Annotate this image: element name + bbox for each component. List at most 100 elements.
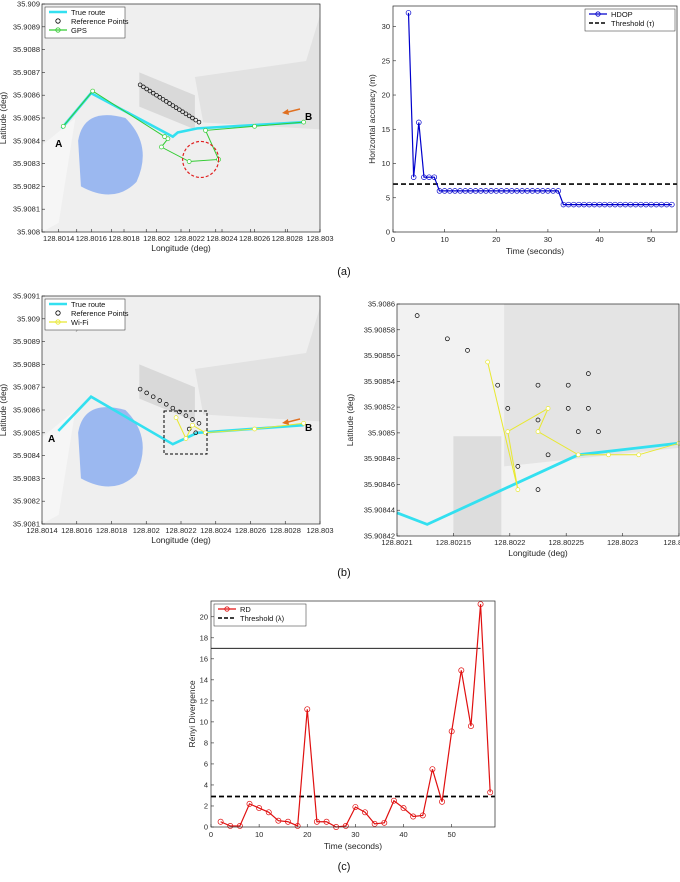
panel-c-rd-xtick-label: 40	[399, 830, 407, 839]
panel-a-map-xtick-label: 128.8016	[76, 234, 107, 243]
panel-a-hdop-ytick-label: 5	[386, 193, 390, 202]
panel-a-map-ytick-label: 35.9082	[13, 182, 40, 191]
panel-a-map: AB128.8014 128.8016 128.8018 128.802 128.802…	[0, 0, 334, 253]
panel-a-hdop-ytick-label: 30	[382, 22, 390, 31]
wifi-point	[174, 416, 178, 420]
panel-b-map-xtick-label: 128.8026	[235, 526, 266, 535]
panel-a-map-xlabel: Longitude (deg)	[151, 243, 211, 253]
panel-a-hdop-ylabel: Horizontal accuracy (m)	[367, 74, 377, 164]
panel-b-zoom-ytick-label: 35.9086	[368, 300, 395, 309]
panel-b-zoom: 128.8021 128.80215 128.8022 128.80225 128.80…	[345, 300, 680, 559]
panel-c-rd-ytick-label: 10	[200, 717, 208, 726]
panel-c-rd-legend-label: Threshold (λ)	[240, 614, 285, 623]
panel-b-map-ytick-label: 35.9082	[13, 497, 40, 506]
panel-b-zoom-xtick-label: 128.8023	[663, 538, 680, 547]
panel-a-map-ylabel: Latitude (deg)	[0, 92, 8, 145]
panel-c-rd-ytick-label: 16	[200, 654, 208, 663]
gps-point	[253, 124, 257, 128]
panel-b-map-ytick-label: 35.9088	[13, 360, 40, 369]
panel-b-zoom-ytick-label: 35.90852	[364, 403, 395, 412]
gps-point	[159, 145, 163, 149]
panel-c-rd-ytick-label: 8	[204, 738, 208, 747]
panel-b-map-ylabel: Latitude (deg)	[0, 384, 8, 437]
panel-b-zoom-xlabel: Longitude (deg)	[508, 548, 568, 558]
panel-b-zoom-ytick-label: 35.90856	[364, 351, 395, 360]
panel-c-rd-xtick-label: 20	[303, 830, 311, 839]
panel-c-rd-ytick-label: 6	[204, 759, 208, 768]
panel-c-rd-xlabel: Time (seconds)	[324, 841, 382, 851]
panel-c-rd-ytick-label: 18	[200, 633, 208, 642]
panel-a-hdop-legend-label: Threshold (τ)	[611, 19, 655, 28]
panel-a-hdop-legend-label: HDOP	[611, 10, 633, 19]
panel-b-map-legend-label: Reference Points	[71, 309, 129, 318]
wifi-point	[486, 360, 490, 364]
panel-b-map-ytick-label: 35.9086	[13, 406, 40, 415]
panel-a-map-ytick-label: 35.9089	[13, 22, 40, 31]
panel-a-map-lake-icon	[78, 115, 143, 194]
wifi-point	[506, 430, 510, 434]
panel-a-hdop-xtick-label: 10	[440, 235, 448, 244]
zoom-building	[504, 304, 679, 466]
panel-c-rd-ytick-label: 14	[200, 675, 208, 684]
panel-b-map-xtick-label: 128.8016	[61, 526, 92, 535]
panel-a-map-xtick-label: 128.8014	[43, 234, 74, 243]
panel-c-rd-xtick-label: 50	[448, 830, 456, 839]
panel-b-map-ytick-label: 35.9087	[13, 383, 40, 392]
point-b-label: B	[305, 423, 312, 434]
panel-a-hdop-xtick-label: 40	[595, 235, 603, 244]
panel-b-map-legend-label: True route	[71, 300, 105, 309]
gps-point	[204, 128, 208, 132]
panel-c-rd: 0 10 20 30 40 5002468101214161820Time (second…	[187, 601, 495, 851]
panel-b-map-ytick-label: 35.909	[17, 314, 40, 323]
gps-point	[166, 137, 170, 141]
panel-a-hdop-xtick-label: 20	[492, 235, 500, 244]
panel-c-rd-ytick-label: 12	[200, 696, 208, 705]
panel-a-map-xtick-label: 128.8026	[239, 234, 270, 243]
panel-a-map-legend-label: GPS	[71, 26, 87, 35]
caption-a: (a)	[337, 266, 350, 278]
panel-a-map-ytick-label: 35.9084	[13, 136, 40, 145]
panel-c-rd-ytick-label: 20	[200, 612, 208, 621]
panel-a-map-xtick-label: 128.803	[306, 234, 333, 243]
panel-a-hdop-ytick-label: 15	[382, 125, 390, 134]
gps-point	[61, 124, 65, 128]
panel-b-map-xtick-label: 128.8022	[165, 526, 196, 535]
panel-b-map-legend-label: Wi-Fi	[71, 318, 89, 327]
wifi-point	[190, 423, 194, 427]
figure-canvas: AB128.8014 128.8016 128.8018 128.802 128.802…	[0, 0, 680, 882]
panel-a-map-legend-label: Reference Points	[71, 17, 129, 26]
panel-b-map-xtick-label: 128.803	[306, 526, 333, 535]
panel-a-map-ytick-label: 35.9087	[13, 68, 40, 77]
panel-a-hdop-ytick-label: 25	[382, 56, 390, 65]
panel-a-hdop-bg	[393, 6, 677, 232]
panel-b-zoom-xtick-label: 128.8023	[607, 538, 638, 547]
panel-b-map-ytick-label: 35.9089	[13, 337, 40, 346]
panel-b-zoom-ytick-label: 35.90854	[364, 377, 395, 386]
panel-a-map-ytick-label: 35.9088	[13, 45, 40, 54]
wifi-point	[253, 427, 257, 431]
panel-a-map-xtick-label: 128.8024	[206, 234, 237, 243]
panel-b-zoom-ytick-label: 35.9085	[368, 428, 395, 437]
panel-c-rd-ytick-label: 2	[204, 801, 208, 810]
panel-a-hdop-xlabel: Time (seconds)	[506, 246, 564, 256]
caption-b: (b)	[337, 567, 350, 579]
panel-b-map-xtick-label: 128.8028	[270, 526, 301, 535]
point-a-label: A	[55, 139, 62, 150]
wifi-point	[637, 453, 641, 457]
panel-c-rd-ytick-label: 0	[204, 823, 208, 832]
panel-a-hdop-xtick-label: 0	[391, 235, 395, 244]
gps-point	[91, 89, 95, 93]
panel-a-map-ytick-label: 35.909	[17, 0, 40, 9]
panel-b-zoom-ytick-label: 35.90844	[364, 506, 395, 515]
panel-a-hdop-ytick-label: 20	[382, 91, 390, 100]
panel-b-map-ytick-label: 35.9091	[13, 292, 40, 301]
panel-b-map-ytick-label: 35.9081	[13, 520, 40, 529]
wifi-point	[184, 437, 188, 441]
panel-b-zoom-ytick-label: 35.90858	[364, 325, 395, 334]
panel-a-map-xtick-label: 128.8018	[108, 234, 139, 243]
panel-b-map-ytick-label: 35.9083	[13, 474, 40, 483]
panel-a-map-legend-label: True route	[71, 8, 105, 17]
panel-a-map-ytick-label: 35.9081	[13, 205, 40, 214]
panel-a-map-ytick-label: 35.9085	[13, 114, 40, 123]
wifi-point	[516, 488, 520, 492]
